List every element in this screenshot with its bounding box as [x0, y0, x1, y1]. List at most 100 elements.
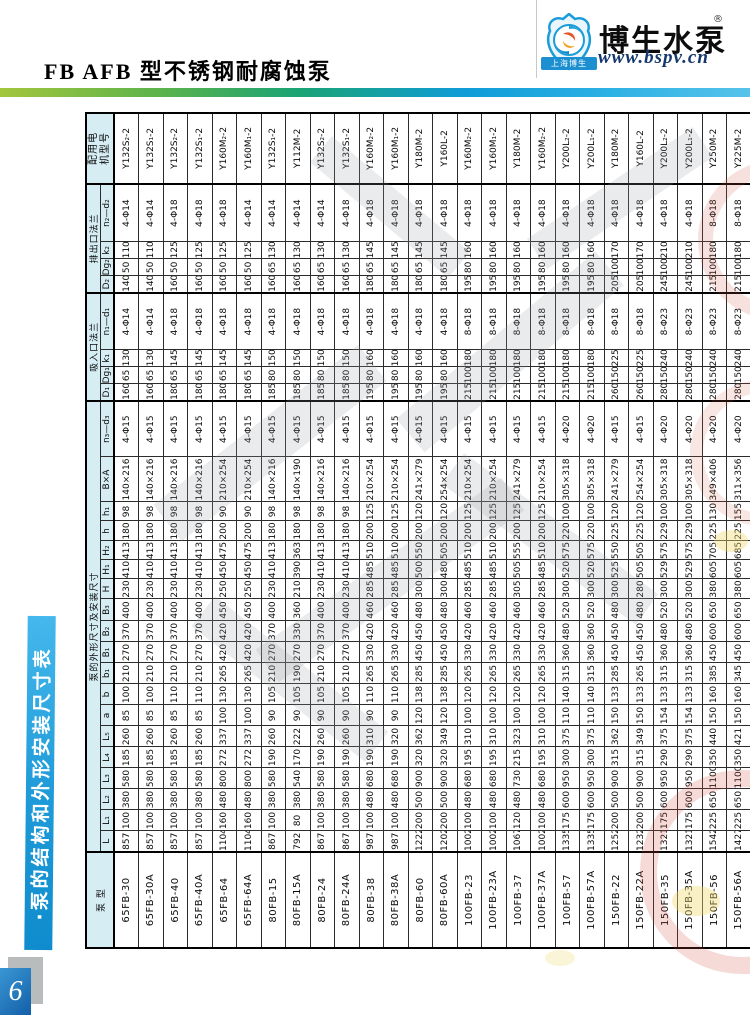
model-cell: 65FB-64 [212, 852, 237, 948]
suction-flange-cell: 185 [285, 383, 310, 401]
dim-cell: 230 [310, 579, 335, 599]
dim-cell: 200 [530, 521, 555, 541]
dim-cell: 270 [187, 642, 212, 663]
dim-cell: 265 [628, 663, 653, 684]
dim-cell: 222 [285, 726, 310, 747]
motor-cell: Y225M-2 [726, 112, 750, 184]
column-header-b₁: b₁ [100, 663, 114, 684]
dim-cell: 310 [359, 726, 384, 747]
suction-flange-cell: 130 [138, 349, 163, 367]
sidebar-title: ·泵的结构和外形安装尺寸表 [29, 645, 54, 921]
dim-cell: 105 [334, 684, 359, 705]
discharge-flange-cell: 4-Φ14 [310, 183, 335, 242]
model-cell: 150FB-56 [702, 852, 727, 948]
model-cell: 100FB-37 [506, 852, 531, 948]
dim-cell: 260 [187, 726, 212, 747]
dim-cell: 125 [359, 502, 384, 521]
table-row-65FB-40A: 65FB-40A 857 100 380 580 185 260 85 110 210 270 370… [187, 112, 212, 948]
dim-cell: 450 [628, 642, 653, 663]
dim-cell: 265 [457, 663, 482, 684]
dim-cell: 450 [432, 621, 457, 642]
dim-cell: 300 [579, 579, 604, 599]
dimension-table: 泵 型泵的外形尺寸及安装尺寸 吸入口法兰 排出口法兰 配用电机型号 L L₁ L₂ L₃ L₄ L… [85, 111, 750, 949]
column-header-a: a [100, 705, 114, 726]
column-header-H₁: H₁ [100, 560, 114, 579]
dim-cell: 254×254 [432, 457, 457, 502]
discharge-flange-cell: 125 [187, 241, 212, 259]
dim-cell: 285 [359, 579, 384, 599]
model-cell: 80FB-60A [432, 852, 457, 948]
discharge-flange-cell: 100 [653, 258, 678, 276]
dim-cell: 215 [506, 747, 531, 768]
column-header-b: b [100, 684, 114, 705]
dim-cell: 280 [628, 579, 653, 599]
dim-cell: 310 [530, 726, 555, 747]
dim-cell: 987 [359, 831, 384, 852]
column-header-k₁: k₁ [100, 349, 114, 367]
dim-cell: 450 [726, 642, 750, 663]
dim-cell: 85 [163, 705, 188, 726]
dim-cell: 420 [481, 621, 506, 642]
discharge-flange-cell: 80 [579, 258, 604, 276]
dim-cell: 362 [408, 726, 433, 747]
dim-cell: 505 [432, 541, 457, 560]
dim-cell: 600 [726, 621, 750, 642]
discharge-flange-cell: 80 [555, 258, 580, 276]
dim-cell: 500 [432, 789, 457, 810]
dim-cell: 190 [285, 663, 310, 684]
dim-cell: 100 [236, 705, 261, 726]
dim-cell: 120 [628, 502, 653, 521]
brand-url: www.bspv.cn [598, 47, 709, 68]
dim-cell: 900 [432, 768, 457, 789]
dim-cell: 241×279 [604, 457, 629, 502]
dim-cell: 98 [310, 502, 335, 521]
dim-cell: 460 [457, 599, 482, 621]
table-row-80FB-24A: 80FB-24A 867 100 380 580 190 260 90 105 210 270 370… [334, 112, 359, 948]
dim-cell: 105 [310, 684, 335, 705]
suction-flange-cell: 160 [408, 349, 433, 367]
suction-flange-cell: 150 [310, 349, 335, 367]
dim-cell: 400 [138, 599, 163, 621]
dim-cell: 485 [481, 560, 506, 579]
discharge-flange-cell: 140 [138, 275, 163, 293]
suction-flange-cell: 180 [212, 383, 237, 401]
discharge-flange-cell: 4-Φ14 [114, 183, 139, 242]
motor-cell: Y250M-2 [702, 112, 727, 184]
dim-cell: 485 [457, 560, 482, 579]
dim-cell: 315 [579, 663, 604, 684]
dim-cell: 125 [383, 502, 408, 521]
suction-flange-cell: 8-Φ23 [677, 292, 702, 350]
column-header-n₂—d₂: n₂—d₂ [100, 183, 114, 242]
discharge-flange-cell: 4-Φ18 [408, 183, 433, 242]
suction-flange-cell: 180 [187, 383, 212, 401]
dim-cell: 4-Φ15 [187, 400, 212, 457]
dim-cell: 600 [677, 789, 702, 810]
dim-cell: 190 [261, 747, 286, 768]
dim-cell: 375 [653, 726, 678, 747]
suction-flange-cell: 280 [702, 383, 727, 401]
motor-cell: Y132S₁-2 [261, 112, 286, 184]
suction-flange-cell: 4-Φ18 [261, 292, 286, 350]
suction-flange-cell: 195 [383, 383, 408, 401]
dim-cell: 225 [726, 521, 750, 541]
dim-cell: 4-Φ15 [408, 400, 433, 457]
registered-trademark-icon: ® [713, 14, 723, 25]
dim-cell: 480 [506, 789, 531, 810]
dim-cell: 98 [187, 502, 212, 521]
dim-cell: 90 [285, 705, 310, 726]
dim-cell: 220 [555, 521, 580, 541]
dim-cell: 900 [408, 768, 433, 789]
dim-cell: 200 [628, 810, 653, 831]
dim-cell: 220 [579, 521, 604, 541]
motor-cell: Y132S₂-2 [163, 112, 188, 184]
dim-cell: 155 [726, 502, 750, 521]
dim-cell: 4-Φ15 [506, 400, 531, 457]
group-header-dimensions: 泵的外形尺寸及安装尺寸 [86, 400, 101, 852]
suction-flange-cell: 225 [604, 349, 629, 367]
dim-cell: 900 [628, 768, 653, 789]
suction-flange-cell: 80 [359, 366, 384, 384]
suction-flange-cell: 160 [359, 349, 384, 367]
dim-cell: 120 [604, 502, 629, 521]
discharge-flange-cell: 125 [236, 241, 261, 259]
column-header-B₁: B₁ [100, 642, 114, 663]
